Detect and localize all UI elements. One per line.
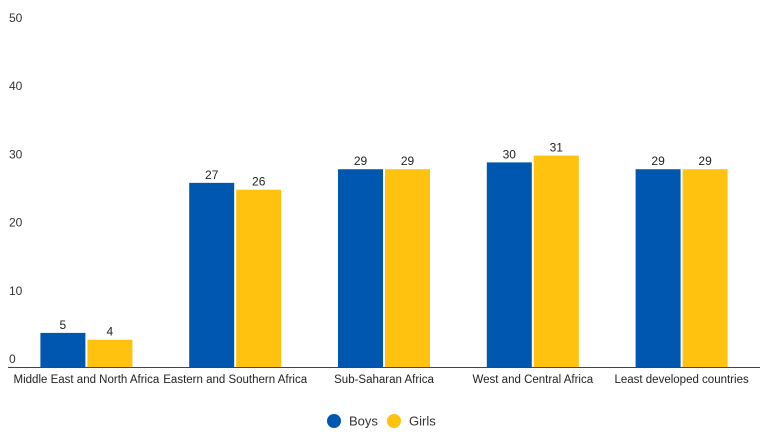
legend-label: Girls [409,414,436,429]
data-label: 29 [698,154,712,168]
y-axis: 0 10 20 30 40 50 [9,11,23,366]
x-category-label: Least developed countries [614,374,749,386]
data-label: 31 [550,141,564,155]
bar-girls [682,169,728,367]
y-tick-label: 20 [9,216,23,230]
x-category-label: Middle East and North Africa [14,374,160,386]
legend-item-girls: Girls [387,414,436,429]
x-axis: Middle East and North Africa Eastern and … [14,374,749,386]
data-label: 29 [354,154,368,168]
y-tick-label: 40 [9,79,23,93]
bar-boys [338,169,383,367]
y-tick-label: 50 [9,11,23,25]
bar-boys [635,169,681,367]
legend-swatch [387,414,401,428]
bar-girls [533,155,579,367]
x-category-label: Sub-Saharan Africa [334,374,434,386]
y-tick-label: 10 [9,284,23,298]
data-labels: 5 4 27 26 29 29 30 31 29 29 [60,141,713,339]
legend-label: Boys [349,414,378,429]
data-label: 4 [107,325,114,339]
legend-item-boys: Boys [327,414,378,429]
y-tick-label: 30 [9,147,23,161]
data-label: 29 [401,154,415,168]
bar-girls [385,169,430,367]
data-label: 29 [651,154,665,168]
bar-girls [236,189,282,367]
data-label: 26 [252,175,266,189]
legend: Boys Girls [327,414,436,429]
data-label: 27 [205,168,219,182]
x-category-label: Eastern and Southern Africa [163,374,307,386]
data-label: 5 [60,318,67,332]
bar-boys [189,182,235,367]
bar-girls [87,339,133,367]
bar-boys [40,332,86,367]
data-label: 30 [503,147,517,161]
legend-swatch [327,414,341,428]
x-category-label: West and Central Africa [473,374,594,386]
bar-boys [486,162,532,367]
bars [40,155,728,367]
y-tick-label: 0 [9,352,16,366]
